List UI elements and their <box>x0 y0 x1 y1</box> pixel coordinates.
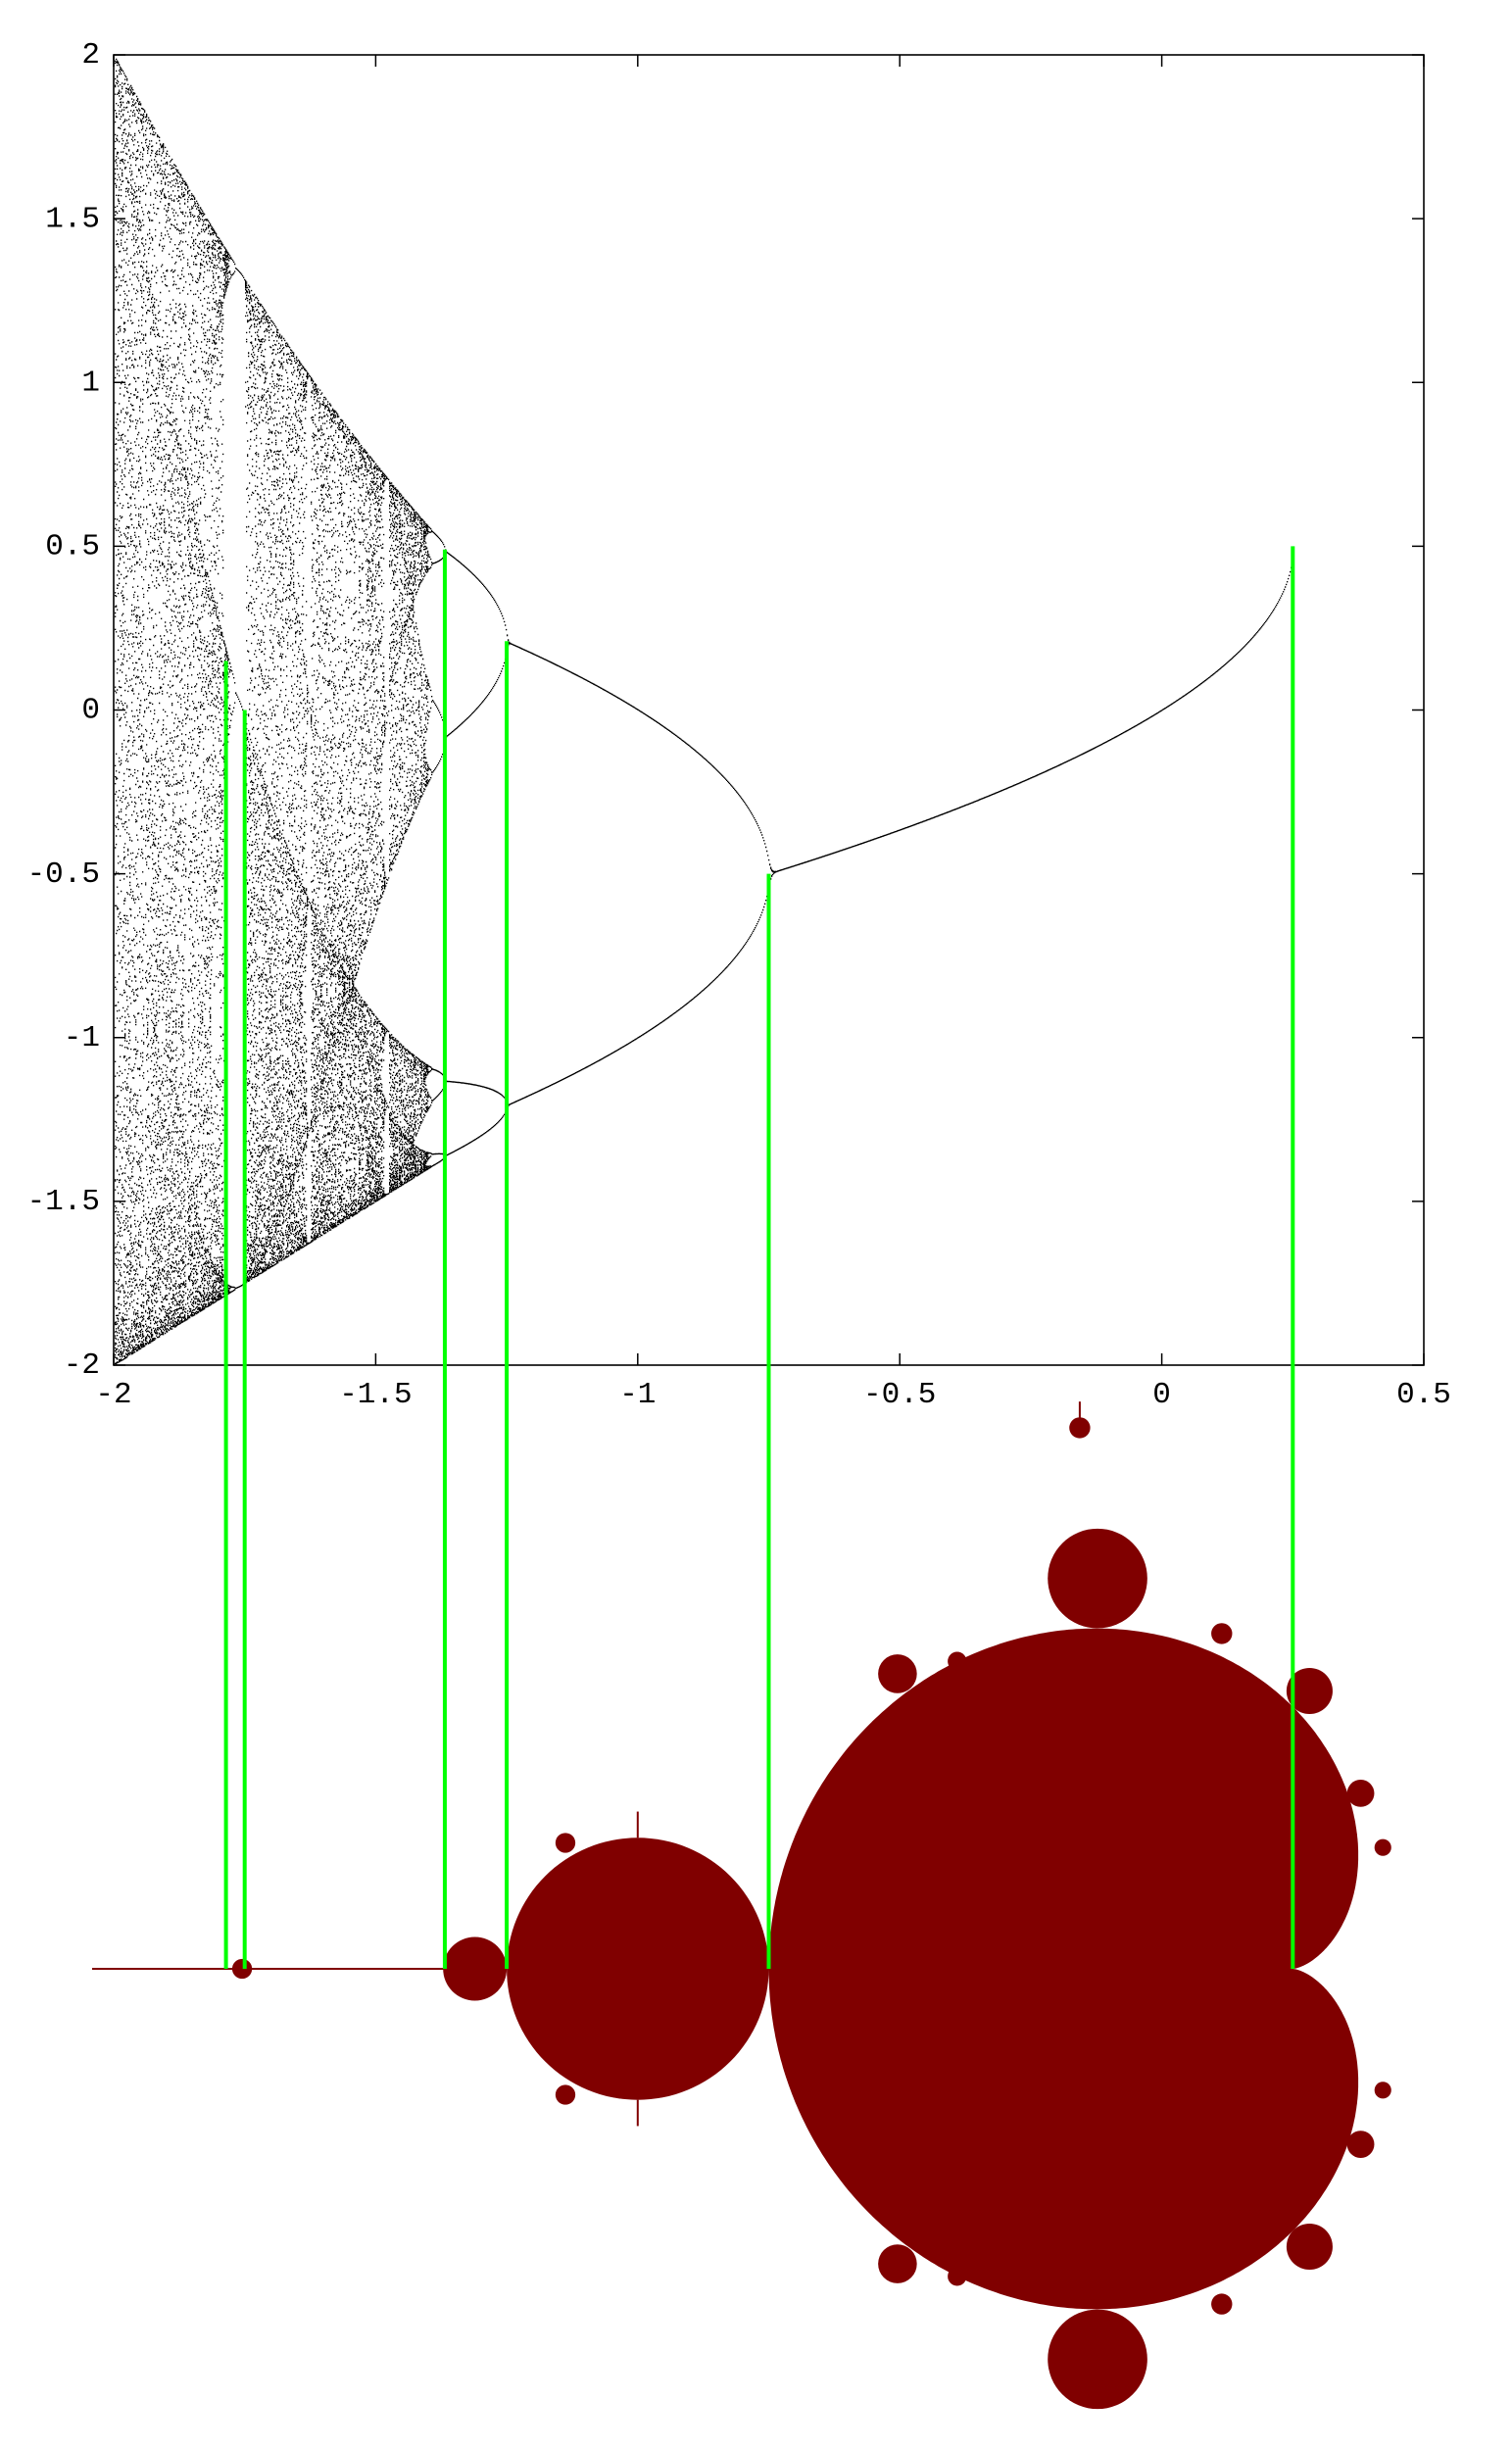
orbit-points <box>114 55 1294 1365</box>
y-tick-label: 0.5 <box>45 530 100 564</box>
bulb <box>948 2267 967 2286</box>
bulb <box>443 1936 508 2001</box>
bulb <box>1211 1623 1233 1644</box>
mandelbrot-set <box>92 1401 1391 2410</box>
bulb <box>878 2244 917 2283</box>
y-tick-label: 1.5 <box>45 202 100 236</box>
y-tick-label: -2 <box>64 1348 100 1383</box>
x-tick-label: -1.5 <box>339 1378 412 1412</box>
y-tick-label: -0.5 <box>27 858 100 892</box>
x-tick-label: 0.5 <box>1396 1378 1451 1412</box>
main-cardioid <box>768 1628 1359 2310</box>
bulb <box>555 1833 576 1853</box>
x-tick-label: 0 <box>1152 1378 1171 1412</box>
bulb <box>1374 1838 1391 1856</box>
x-tick-label: -0.5 <box>863 1378 936 1412</box>
y-tick-label: 2 <box>81 38 100 73</box>
bulb <box>1048 2309 1147 2410</box>
y-tick-label: -1 <box>64 1021 100 1055</box>
bulb <box>878 1654 917 1693</box>
bulb <box>507 1838 769 2100</box>
x-tick-label: -2 <box>95 1378 131 1412</box>
y-tick-label: 1 <box>81 366 100 400</box>
bulb <box>1286 2223 1333 2271</box>
y-tick-label: -1.5 <box>27 1185 100 1219</box>
bulb <box>1374 2082 1391 2099</box>
bulb <box>1048 1528 1147 1629</box>
bulb <box>1286 1667 1333 1715</box>
bulb <box>1211 2293 1233 2315</box>
y-tick-label: 0 <box>81 694 100 728</box>
bulb <box>555 2084 576 2105</box>
bulb <box>948 1651 967 1671</box>
bulb <box>1346 1779 1375 1807</box>
bulb <box>1346 2131 1375 2159</box>
x-tick-label: -1 <box>619 1378 656 1412</box>
